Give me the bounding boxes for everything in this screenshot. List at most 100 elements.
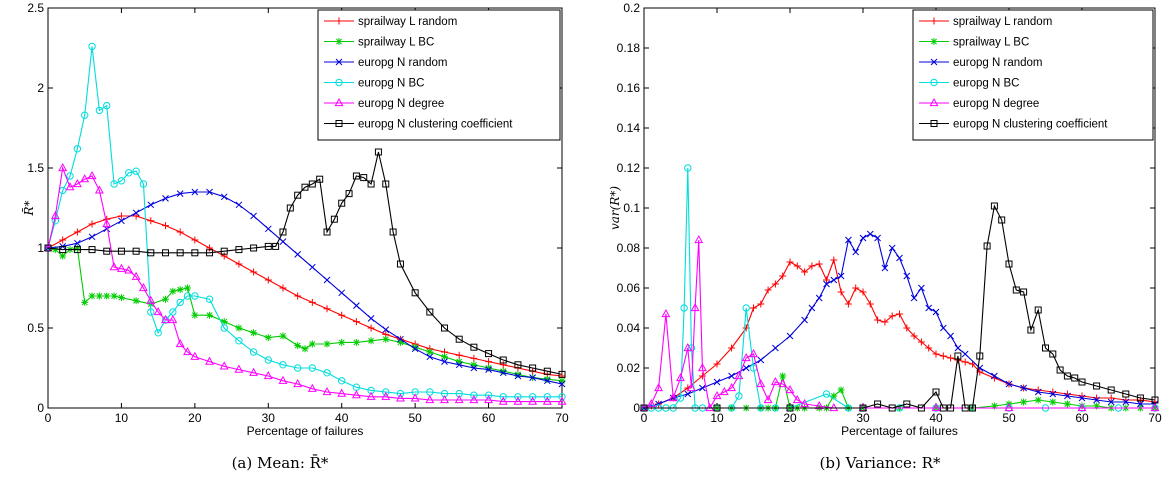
legend-label: sprailway L random (358, 16, 457, 28)
data-point (750, 304, 757, 312)
data-point (947, 332, 954, 340)
data-point (499, 393, 507, 401)
y-axis-label: var(R*) (608, 186, 622, 230)
data-point (117, 212, 125, 220)
data-point (264, 356, 272, 364)
legend-marker (335, 38, 343, 45)
data-point (338, 338, 346, 346)
data-point (132, 297, 140, 305)
data-point (939, 404, 947, 412)
data-point (103, 247, 111, 255)
data-point (206, 244, 214, 252)
data-point (147, 308, 155, 316)
data-point (396, 389, 405, 398)
data-point (154, 329, 162, 337)
data-point (65, 182, 75, 191)
data-point (859, 404, 867, 412)
data-point (779, 372, 787, 380)
data-point (713, 360, 721, 368)
data-point (206, 249, 214, 257)
y-tick-label: 0.18 (617, 41, 641, 55)
data-point (558, 393, 566, 401)
data-point (88, 220, 96, 228)
data-point (976, 352, 984, 360)
data-point (250, 212, 257, 220)
data-point (294, 191, 302, 199)
data-point (1078, 378, 1086, 386)
data-point (382, 180, 390, 188)
series-europg-n-clustering-coefficient (44, 148, 566, 378)
data-point (73, 228, 81, 236)
data-point (425, 394, 435, 404)
data-point (352, 338, 360, 346)
data-point (1107, 386, 1115, 394)
data-point (888, 312, 896, 320)
data-point (741, 352, 751, 362)
data-point (1042, 344, 1049, 352)
data-point (88, 246, 96, 254)
data-point (176, 190, 184, 197)
data-point (470, 361, 478, 369)
data-point (175, 338, 185, 348)
legend-marker (335, 120, 343, 127)
data-point (338, 199, 346, 207)
data-point (786, 404, 794, 412)
data-point (110, 180, 118, 188)
data-point (932, 308, 940, 316)
data-point (881, 264, 889, 272)
data-point (837, 386, 845, 394)
data-point (352, 318, 360, 326)
data-point (205, 356, 214, 365)
figure-caption: (b) Variance: R* (820, 454, 941, 472)
data-point (1064, 392, 1071, 400)
data-point (484, 391, 493, 399)
data-point (293, 378, 303, 388)
data-point (87, 170, 97, 180)
data-point (983, 242, 991, 250)
data-point (66, 172, 74, 180)
data-point (132, 209, 140, 217)
data-point (687, 382, 696, 392)
data-point (830, 276, 838, 284)
legend-marker (930, 120, 938, 127)
data-point (734, 370, 744, 380)
data-point (735, 392, 743, 400)
data-point (829, 402, 839, 412)
data-point (183, 346, 192, 356)
data-point (88, 42, 96, 51)
data-point (1078, 394, 1086, 402)
data-point (183, 292, 192, 300)
data-point (72, 178, 82, 188)
data-point (808, 304, 816, 312)
data-point (139, 180, 148, 188)
data-point (770, 376, 780, 386)
data-point (859, 288, 867, 296)
data-point (190, 351, 200, 360)
data-point (382, 335, 390, 343)
data-point (837, 288, 845, 296)
data-point (279, 361, 287, 369)
data-point (469, 394, 479, 404)
data-point (742, 304, 750, 312)
data-point (668, 392, 678, 402)
legend-marker (929, 97, 939, 107)
data-point (308, 263, 316, 271)
data-point (543, 367, 551, 375)
data-point (279, 332, 287, 340)
y-tick-label: 0.02 (617, 361, 641, 375)
y-tick-label: 0.5 (27, 321, 44, 335)
x-tick-label: 60 (482, 411, 496, 425)
data-point (764, 286, 772, 294)
data-point (95, 106, 104, 115)
data-point (528, 393, 537, 401)
x-tick-label: 40 (929, 411, 943, 425)
data-point (191, 292, 199, 300)
x-tick-label: 10 (710, 411, 724, 425)
data-point (918, 284, 925, 292)
data-point (713, 404, 721, 412)
data-point (932, 388, 940, 396)
data-point (249, 348, 258, 356)
data-point (874, 400, 882, 408)
data-point (661, 308, 671, 318)
data-point (308, 364, 317, 372)
